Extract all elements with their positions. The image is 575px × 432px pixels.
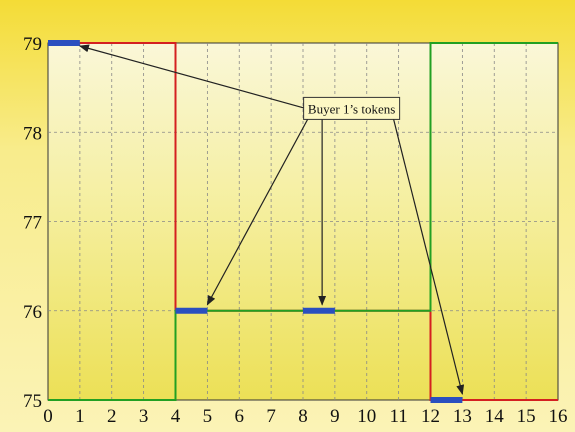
x-tick-label: 9	[330, 406, 340, 427]
y-tick-label: 79	[23, 34, 42, 55]
x-tick-label: 0	[43, 406, 53, 427]
annotation-label: Buyer 1’s tokens	[308, 101, 395, 116]
y-tick-label: 77	[23, 213, 42, 234]
x-tick-label: 12	[421, 406, 440, 427]
x-tick-label: 11	[389, 406, 407, 427]
y-tick-label: 75	[23, 391, 42, 412]
x-tick-label: 1	[75, 406, 85, 427]
annotation-arrow	[206, 119, 309, 306]
x-tick-label: 3	[139, 406, 149, 427]
x-tick-label: 14	[485, 406, 505, 427]
x-tick-label: 5	[203, 406, 213, 427]
x-tick-label: 15	[517, 406, 536, 427]
y-tick-label: 76	[23, 302, 42, 323]
x-tick-label: 16	[549, 406, 568, 427]
y-tick-label: 78	[23, 123, 42, 144]
annotation: Buyer 1’s tokens	[78, 44, 465, 395]
x-tick-label: 10	[357, 406, 376, 427]
x-tick-label: 6	[235, 406, 245, 427]
x-tick-label: 2	[107, 406, 117, 427]
annotation-arrow	[78, 44, 306, 109]
x-tick-label: 7	[266, 406, 276, 427]
annotation-arrow	[393, 119, 465, 395]
buyer-tokens	[48, 40, 463, 403]
annotation-box	[303, 96, 401, 120]
x-tick-label: 4	[171, 406, 181, 427]
x-tick-label: 8	[298, 406, 308, 427]
x-tick-label: 13	[453, 406, 472, 427]
